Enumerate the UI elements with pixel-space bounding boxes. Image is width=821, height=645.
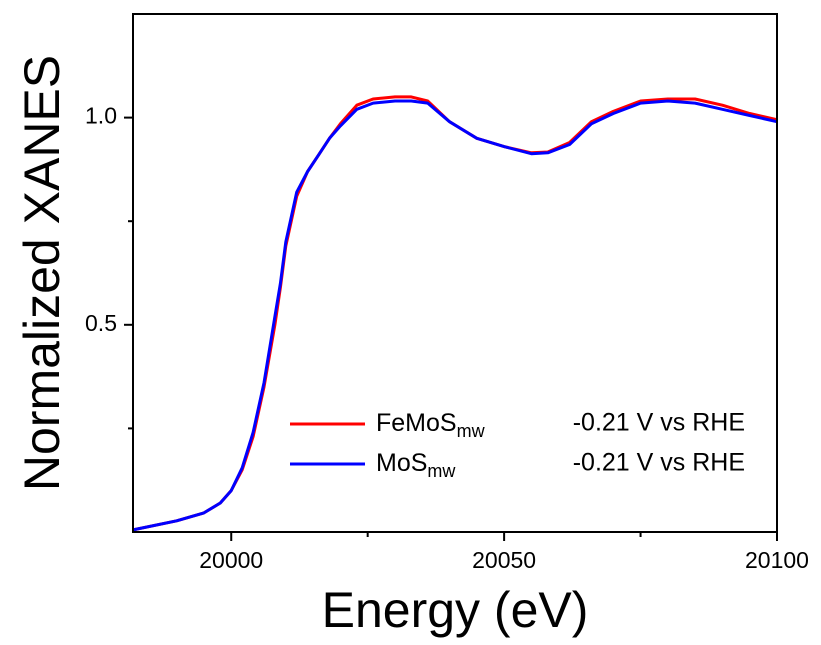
legend-name: MoS	[376, 449, 427, 477]
legend-subscript: mw	[457, 421, 486, 441]
legend-condition: -0.21 V vs RHE	[573, 449, 745, 477]
legend-condition: -0.21 V vs RHE	[573, 409, 745, 437]
x-tick-label: 20000	[199, 547, 263, 573]
legend-label: FeMoSmw	[376, 409, 486, 441]
series-line	[132, 99, 778, 532]
plot-frame	[132, 13, 778, 533]
y-axis-title: Normalized XANES	[14, 55, 70, 491]
legend-label: MoSmw	[376, 449, 456, 481]
legend-subscript: mw	[427, 461, 456, 481]
y-tick-label: 1.0	[85, 103, 117, 129]
x-axis-title: Energy (eV)	[322, 582, 589, 638]
y-tick-label: 0.5	[85, 310, 117, 336]
x-tick-label: 20050	[472, 547, 536, 573]
legend-name: FeMoS	[376, 409, 457, 437]
x-tick-label: 20100	[745, 547, 809, 573]
